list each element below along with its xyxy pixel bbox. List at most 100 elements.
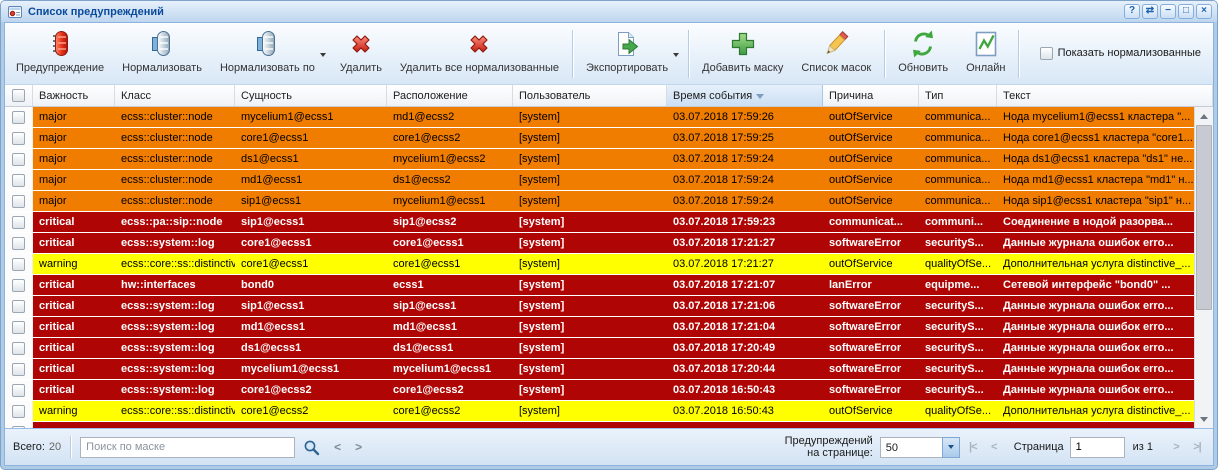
cell-class: ecss::cluster::node — [115, 149, 235, 169]
show-normalized-checkbox[interactable] — [1039, 46, 1053, 60]
cell-type: qualityOfSe... — [919, 254, 997, 274]
cell-entity: md1@ecss1 — [235, 170, 387, 190]
maximize-button[interactable]: □ — [1178, 4, 1194, 19]
cell-class: ecss::pa::sip::node — [115, 212, 235, 232]
row-checkbox[interactable] — [12, 383, 25, 397]
alarm-row[interactable]: major ecss::cluster::node core1@ecss1 core1… — [5, 128, 1194, 149]
cell-time: 03.07.2018 17:20:49 — [667, 338, 823, 358]
delete-cross-red-icon — [345, 28, 377, 60]
alarm-row[interactable]: critical ecss::system::log md1@ecss1 md1@ec… — [5, 317, 1194, 338]
column-header-entity[interactable]: Сущность — [235, 85, 387, 106]
normalize-button[interactable]: Нормализовать — [114, 25, 210, 76]
next-match-button[interactable] — [355, 440, 362, 454]
close-button[interactable]: × — [1196, 4, 1212, 19]
alarm-row[interactable]: warning ecss::core::ss::distinctiv... core… — [5, 254, 1194, 275]
alarm-row[interactable]: critical ecss::system::log core1@ecss1 core… — [5, 233, 1194, 254]
mask-list-button[interactable]: Список масок — [793, 25, 879, 76]
alarm-row[interactable]: critical hw::interfaces bond0 ecss1 [system]… — [5, 275, 1194, 296]
alarm-row[interactable]: major ecss::cluster::node mycelium1@ecss1 m… — [5, 107, 1194, 128]
row-checkbox[interactable] — [12, 278, 25, 292]
cell-type: securityS... — [919, 296, 997, 316]
column-header-reason[interactable]: Причина — [823, 85, 919, 106]
online-button[interactable]: Онлайн — [958, 25, 1013, 76]
alarm-row[interactable]: major ecss::cluster::node md1@ecss1 ds1@ecs… — [5, 170, 1194, 191]
first-page-button[interactable] — [965, 438, 981, 456]
prev-page-button[interactable] — [986, 438, 1002, 456]
alarm-button[interactable]: Предупреждение — [8, 25, 112, 76]
per-page-value: 50 — [879, 436, 942, 458]
row-checkbox[interactable] — [12, 131, 25, 145]
row-checkbox[interactable] — [12, 257, 25, 271]
scroll-down-icon[interactable] — [1195, 411, 1213, 427]
cell-time: 03.07.2018 17:59:24 — [667, 170, 823, 190]
toolbar-separator — [884, 30, 886, 78]
row-checkbox[interactable] — [12, 173, 25, 187]
scroll-up-icon[interactable] — [1195, 108, 1213, 124]
column-header-label: Класс — [121, 90, 151, 102]
row-checkbox-cell — [5, 128, 33, 148]
prev-match-button[interactable] — [334, 440, 341, 454]
row-checkbox[interactable] — [12, 299, 25, 313]
cell-text: Данные журнала ошибок erro... — [997, 317, 1194, 337]
mask-search-input[interactable] — [80, 436, 296, 458]
row-checkbox[interactable] — [12, 215, 25, 229]
per-page-select[interactable]: 50 — [879, 436, 960, 458]
column-header-location[interactable]: Расположение — [387, 85, 513, 106]
row-checkbox[interactable] — [12, 236, 25, 250]
refresh-button[interactable]: Обновить — [890, 25, 956, 76]
last-page-button[interactable] — [1189, 438, 1205, 456]
alarm-row[interactable]: warning ecss::core::ss::distinctiv... core… — [5, 401, 1194, 422]
cell-severity: critical — [33, 338, 115, 358]
export-button[interactable]: Экспортировать — [578, 25, 683, 76]
alarm-row[interactable] — [5, 422, 1194, 428]
help-button[interactable]: ? — [1124, 4, 1140, 19]
refresh-window-button[interactable]: ⇄ — [1142, 4, 1158, 19]
vertical-scrollbar[interactable] — [1194, 107, 1213, 428]
delete-all-normalized-button[interactable]: Удалить все нормализованные — [392, 25, 567, 76]
column-header-user[interactable]: Пользователь — [513, 85, 667, 106]
row-checkbox[interactable] — [12, 194, 25, 208]
cell-text: Дополнительная услуга distinctive_... — [997, 401, 1194, 421]
page-number-input[interactable] — [1069, 436, 1125, 458]
cell-type: communica... — [919, 107, 997, 127]
alarm-row[interactable]: critical ecss::system::log core1@ecss2 core… — [5, 380, 1194, 401]
row-checkbox[interactable] — [12, 110, 25, 124]
row-checkbox[interactable] — [12, 404, 25, 418]
column-header-type[interactable]: Тип — [919, 85, 997, 106]
cell-reason: softwareError — [823, 380, 919, 400]
column-header-severity[interactable]: Важность — [33, 85, 115, 106]
cell-text: Соединение в нодой разорва... — [997, 212, 1194, 232]
alarm-row[interactable]: critical ecss::system::log sip1@ecss1 sip1@… — [5, 296, 1194, 317]
alarm-row[interactable]: critical ecss::system::log ds1@ecss1 ds1@ec… — [5, 338, 1194, 359]
column-header-class[interactable]: Класс — [115, 85, 235, 106]
select-all-checkbox[interactable] — [12, 89, 25, 102]
column-header-text[interactable]: Текст — [997, 85, 1213, 106]
row-checkbox[interactable] — [12, 320, 25, 334]
cell-severity: warning — [33, 254, 115, 274]
cell-class: ecss::core::ss::distinctiv... — [115, 254, 235, 274]
alarm-row[interactable]: critical ecss::pa::sip::node sip1@ecss1 sip… — [5, 212, 1194, 233]
sort-desc-icon — [756, 94, 765, 99]
cell-entity: ds1@ecss1 — [235, 149, 387, 169]
cell-time: 03.07.2018 17:59:24 — [667, 149, 823, 169]
add-mask-button[interactable]: Добавить маску — [694, 25, 791, 76]
alarm-row[interactable]: critical ecss::system::log mycelium1@ecss1… — [5, 359, 1194, 380]
search-icon[interactable] — [302, 438, 320, 456]
chevron-down-icon[interactable] — [941, 436, 960, 458]
row-checkbox[interactable] — [12, 152, 25, 166]
column-header-time[interactable]: Время события — [667, 85, 823, 106]
row-checkbox-cell — [5, 212, 33, 232]
normalize-by-button[interactable]: Нормализовать по — [212, 25, 330, 76]
alarm-row[interactable]: major ecss::cluster::node ds1@ecss1 myceliu… — [5, 149, 1194, 170]
cell-severity — [33, 422, 115, 428]
next-page-button[interactable] — [1168, 438, 1184, 456]
scrollbar-thumb[interactable] — [1196, 125, 1212, 310]
minimize-button[interactable]: − — [1160, 4, 1176, 19]
delete-button[interactable]: Удалить — [332, 25, 390, 76]
cell-text: Данные журнала ошибок erro... — [997, 233, 1194, 253]
row-checkbox[interactable] — [12, 425, 25, 428]
alarm-row[interactable]: major ecss::cluster::node sip1@ecss1 myceli… — [5, 191, 1194, 212]
row-checkbox[interactable] — [12, 341, 25, 355]
row-checkbox[interactable] — [12, 362, 25, 376]
cell-entity: sip1@ecss1 — [235, 212, 387, 232]
